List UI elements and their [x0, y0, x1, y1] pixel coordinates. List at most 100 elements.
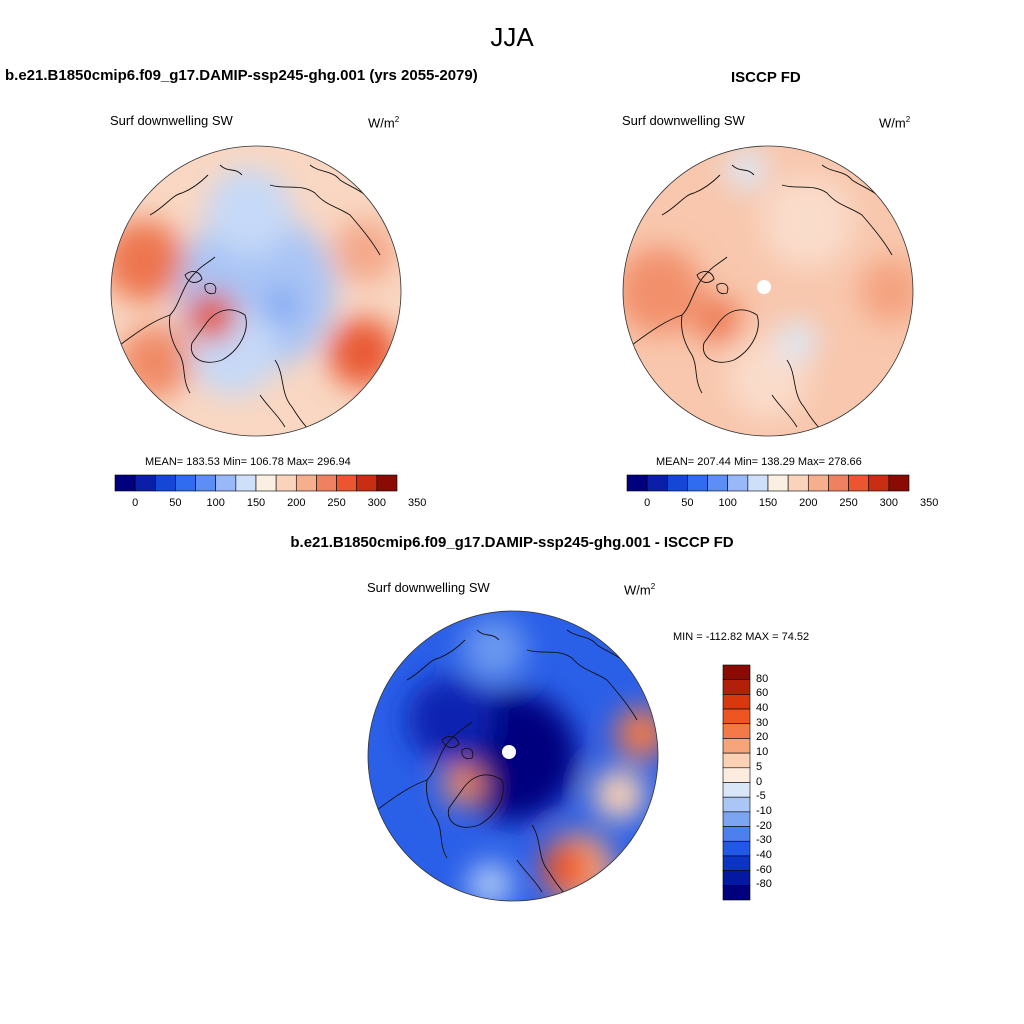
- diff-field-patch: [615, 707, 658, 760]
- colorbar-swatch: [134, 474, 156, 492]
- colorbar-swatch: [356, 474, 378, 492]
- obs-colorbar: [626, 474, 910, 492]
- diff-colorbar-tick-label: 10: [756, 746, 769, 759]
- colorbar-tick-label: 300: [367, 497, 387, 509]
- diff-coastline: [441, 736, 460, 748]
- diff-field-patch: [406, 676, 494, 764]
- diff-colorbar-tick-label: -80: [756, 878, 772, 891]
- diff-coastline: [526, 649, 638, 721]
- colorbar-swatch: [888, 474, 910, 492]
- diff-coastline: [447, 774, 504, 828]
- diff-colorbar-swatch: [722, 796, 751, 813]
- diff-map-border: [367, 610, 659, 902]
- colorbar-swatch: [727, 474, 749, 492]
- obs-coastline: [716, 282, 729, 295]
- diff-colorbar-tick-label: 40: [756, 702, 769, 715]
- model-coastline: [259, 394, 286, 428]
- diff-colorbar-swatch: [722, 855, 751, 871]
- diff-colorbar-tick-label: 30: [756, 716, 769, 729]
- diff-coastline: [376, 721, 473, 811]
- colorbar-tick-label: 200: [287, 497, 306, 509]
- diff-field-patch: [467, 861, 514, 901]
- colorbar-tick-label: 350: [407, 497, 427, 509]
- obs-field-patch: [761, 175, 855, 269]
- model-coastline: [169, 314, 191, 394]
- model-panel-title: b.e21.B1850cmip6.f09_g17.DAMIP-ssp245-gh…: [5, 67, 478, 84]
- colorbar-tick-label: 250: [839, 497, 858, 509]
- diff-field-patch: [442, 764, 484, 806]
- diff-colorbar-tick-label: 5: [756, 760, 763, 773]
- model-coastline: [269, 184, 381, 256]
- colorbar-swatch: [195, 474, 217, 492]
- diff-field-patch: [462, 617, 527, 681]
- diff-colorbar-tick-label: -10: [756, 804, 772, 817]
- obs-field-patch: [623, 247, 703, 335]
- colorbar-swatch: [787, 474, 809, 492]
- diff-colorbar-swatch: [722, 738, 751, 754]
- obs-coastline: [771, 394, 798, 428]
- model-coastline: [190, 309, 247, 363]
- diff-colorbar-swatch: [722, 679, 751, 695]
- obs-field-patch: [859, 259, 913, 323]
- colorbar-tick-label: 100: [206, 497, 225, 509]
- diff-colorbar-swatch: [722, 840, 751, 857]
- model-field-patch: [111, 220, 185, 302]
- obs-coastline: [631, 256, 728, 346]
- colorbar-swatch: [767, 474, 789, 492]
- obs-coastline: [696, 271, 715, 283]
- colorbar-swatch: [154, 474, 176, 492]
- colorbar-swatch: [114, 474, 136, 492]
- diff-colorbar-tick-label: 60: [756, 687, 769, 700]
- model-field-patch: [263, 288, 299, 323]
- colorbar-swatch: [316, 474, 337, 492]
- diff-colorbar-swatch: [722, 782, 751, 798]
- colorbar-swatch: [255, 474, 277, 492]
- diff-colorbar-tick-label: -5: [756, 790, 766, 803]
- obs-coastline: [781, 184, 893, 256]
- colorbar-swatch: [336, 474, 358, 492]
- diff-colorbar-tick-label: -20: [756, 819, 772, 832]
- diff-colorbar-tick-label: 0: [756, 775, 763, 788]
- diff-colorbar-tick-label: 20: [756, 731, 769, 744]
- model-variable-label: Surf downwelling SW: [110, 113, 233, 128]
- diff-coastline: [461, 747, 474, 760]
- diff-colorbar-swatch: [722, 752, 751, 769]
- obs-pole-hole: [757, 280, 771, 294]
- diff-colorbar-swatch: [722, 664, 751, 680]
- colorbar-swatch: [235, 474, 257, 492]
- colorbar-swatch: [666, 474, 688, 492]
- colorbar-tick-label: 250: [327, 497, 346, 509]
- diff-colorbar-swatch: [722, 767, 751, 783]
- diff-colorbar-tick-label: -60: [756, 863, 772, 876]
- model-colorbar: [114, 474, 398, 492]
- model-field-patch: [205, 168, 293, 256]
- model-stats: MEAN= 183.53 Min= 106.78 Max= 296.94: [145, 456, 351, 468]
- obs-field-patch: [776, 320, 818, 362]
- model-coastline: [149, 174, 209, 216]
- obs-coastline: [702, 309, 759, 363]
- colorbar-tick-label: 50: [169, 497, 182, 509]
- colorbar-tick-label: 150: [246, 497, 266, 509]
- diff-colorbar-swatch: [722, 885, 751, 901]
- model-coastline: [184, 271, 203, 283]
- colorbar-tick-label: 100: [718, 497, 737, 509]
- diff-coastline: [406, 639, 466, 681]
- diff-coastline: [516, 859, 543, 893]
- obs-field-patch: [694, 296, 741, 344]
- obs-units-label: W/m2: [879, 115, 911, 131]
- model-units-label: W/m2: [368, 115, 400, 131]
- colorbar-swatch: [868, 474, 890, 492]
- colorbar-swatch: [707, 474, 729, 492]
- diff-panel-title: b.e21.B1850cmip6.f09_g17.DAMIP-ssp245-gh…: [290, 534, 734, 551]
- colorbar-swatch: [376, 474, 398, 492]
- colorbar-tick-label: 0: [644, 497, 651, 509]
- colorbar-swatch: [646, 474, 668, 492]
- model-field-patch: [333, 219, 397, 284]
- colorbar-tick-label: 300: [879, 497, 899, 509]
- colorbar-tick-label: 350: [919, 497, 939, 509]
- diff-colorbar-swatch: [722, 708, 751, 725]
- colorbar-swatch: [747, 474, 769, 492]
- model-coastline: [119, 256, 216, 346]
- obs-field-patch: [726, 149, 767, 190]
- diff-variable-label: Surf downwelling SW: [367, 580, 490, 595]
